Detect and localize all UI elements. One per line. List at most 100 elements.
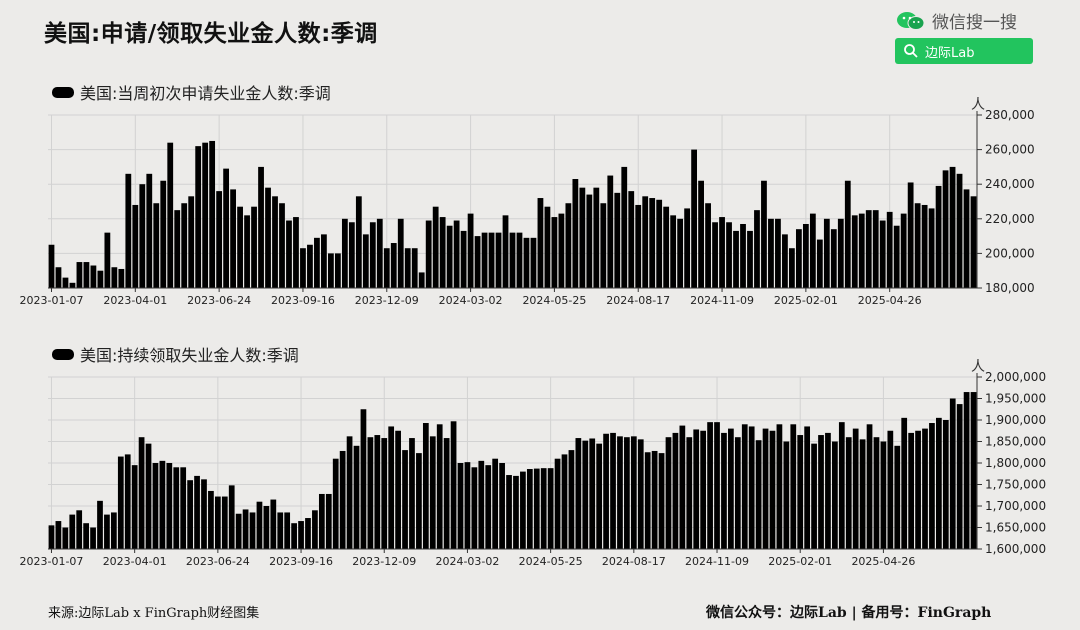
bar: [802, 223, 809, 288]
bar: [686, 437, 693, 549]
bar: [460, 230, 467, 288]
bar: [642, 196, 649, 288]
x-tick-label: 2023-01-07: [20, 294, 84, 307]
bar: [55, 521, 62, 549]
x-tick-label: 2024-05-25: [519, 555, 583, 568]
bar: [921, 204, 928, 288]
bar: [132, 204, 139, 288]
bar: [936, 417, 942, 549]
y-tick-label: 1,600,000: [985, 542, 1046, 556]
y-tick-label: 1,800,000: [985, 456, 1046, 470]
bar: [221, 496, 228, 549]
bar: [195, 146, 202, 288]
bar: [935, 185, 942, 288]
bar: [48, 525, 55, 549]
bar: [852, 428, 859, 549]
bar: [714, 422, 720, 549]
bar: [286, 220, 292, 288]
bar: [963, 189, 970, 288]
bar: [880, 441, 887, 549]
bar: [97, 270, 104, 288]
bar: [166, 463, 173, 549]
y-unit-label: 人: [971, 97, 985, 113]
search-button[interactable]: 边际Lab: [895, 38, 1033, 64]
bar: [949, 398, 956, 549]
bar: [69, 282, 76, 288]
bar: [138, 437, 145, 549]
bar: [318, 493, 325, 549]
bar: [341, 218, 348, 288]
y-tick-label: 1,950,000: [985, 392, 1046, 406]
y-tick-label: 2,000,000: [985, 370, 1046, 384]
bar: [242, 509, 249, 549]
y-tick-label: 1,700,000: [985, 499, 1046, 513]
bar: [816, 239, 823, 288]
bar: [251, 206, 257, 288]
bar: [679, 425, 686, 549]
y-tick-label: 240,000: [985, 177, 1035, 191]
bar: [705, 203, 711, 288]
bar: [244, 215, 250, 288]
bar: [425, 220, 432, 288]
bar: [334, 253, 341, 288]
bar: [235, 513, 242, 549]
bar: [321, 234, 327, 288]
x-tick-label: 2024-11-09: [690, 294, 754, 307]
bar: [202, 142, 209, 288]
bar: [635, 204, 642, 288]
bar: [589, 438, 596, 549]
bar: [422, 423, 429, 549]
bar: [277, 512, 284, 549]
bar: [506, 475, 512, 549]
y-tick-label: 1,900,000: [985, 413, 1046, 427]
bar: [509, 232, 516, 288]
bar: [540, 468, 547, 549]
bar: [353, 445, 360, 549]
bar: [83, 262, 90, 288]
bar: [388, 426, 395, 549]
bar: [610, 432, 616, 549]
x-tick-label: 2025-02-01: [768, 555, 832, 568]
bar: [922, 428, 928, 549]
bar: [845, 437, 852, 549]
x-tick-label: 2023-09-16: [271, 294, 335, 307]
bar: [644, 452, 651, 549]
bar: [790, 424, 797, 549]
search-label: 边际Lab: [925, 45, 975, 61]
bar: [963, 392, 970, 549]
bar: [411, 248, 418, 288]
footer-source: 来源:边际Lab x FinGraph财经图集: [48, 606, 260, 621]
bar: [416, 453, 422, 549]
bar: [614, 192, 621, 288]
bar: [838, 422, 845, 549]
bar: [748, 426, 755, 549]
chart-initial-claims: 180,000 200,000 220,000 240,000 260,000 280,0…: [20, 97, 1035, 307]
bar: [48, 244, 55, 288]
bar: [733, 230, 739, 288]
bar: [691, 149, 698, 288]
bar: [607, 175, 614, 288]
bar: [561, 454, 568, 549]
bar: [188, 196, 195, 288]
bar: [928, 208, 935, 288]
bar: [901, 417, 908, 549]
bar: [443, 438, 450, 549]
bar: [284, 512, 291, 549]
y-tick-label: 220,000: [985, 212, 1035, 226]
bar: [348, 222, 355, 288]
chart2-title: 美国:持续领取失业金人数:季调: [80, 346, 299, 365]
bar: [804, 426, 811, 549]
bar: [513, 475, 519, 549]
bar: [533, 468, 540, 549]
bar: [956, 173, 963, 288]
x-tick-label: 2023-06-24: [187, 294, 251, 307]
bar: [355, 196, 362, 288]
x-tick-label: 2024-08-17: [606, 294, 670, 307]
bar: [90, 527, 96, 549]
bar: [747, 230, 753, 288]
y-tick-label: 200,000: [985, 246, 1035, 260]
bar: [572, 179, 579, 288]
bar: [159, 460, 166, 549]
x-tick-label: 2024-03-02: [435, 555, 499, 568]
x-tick-label: 2024-05-25: [522, 294, 586, 307]
